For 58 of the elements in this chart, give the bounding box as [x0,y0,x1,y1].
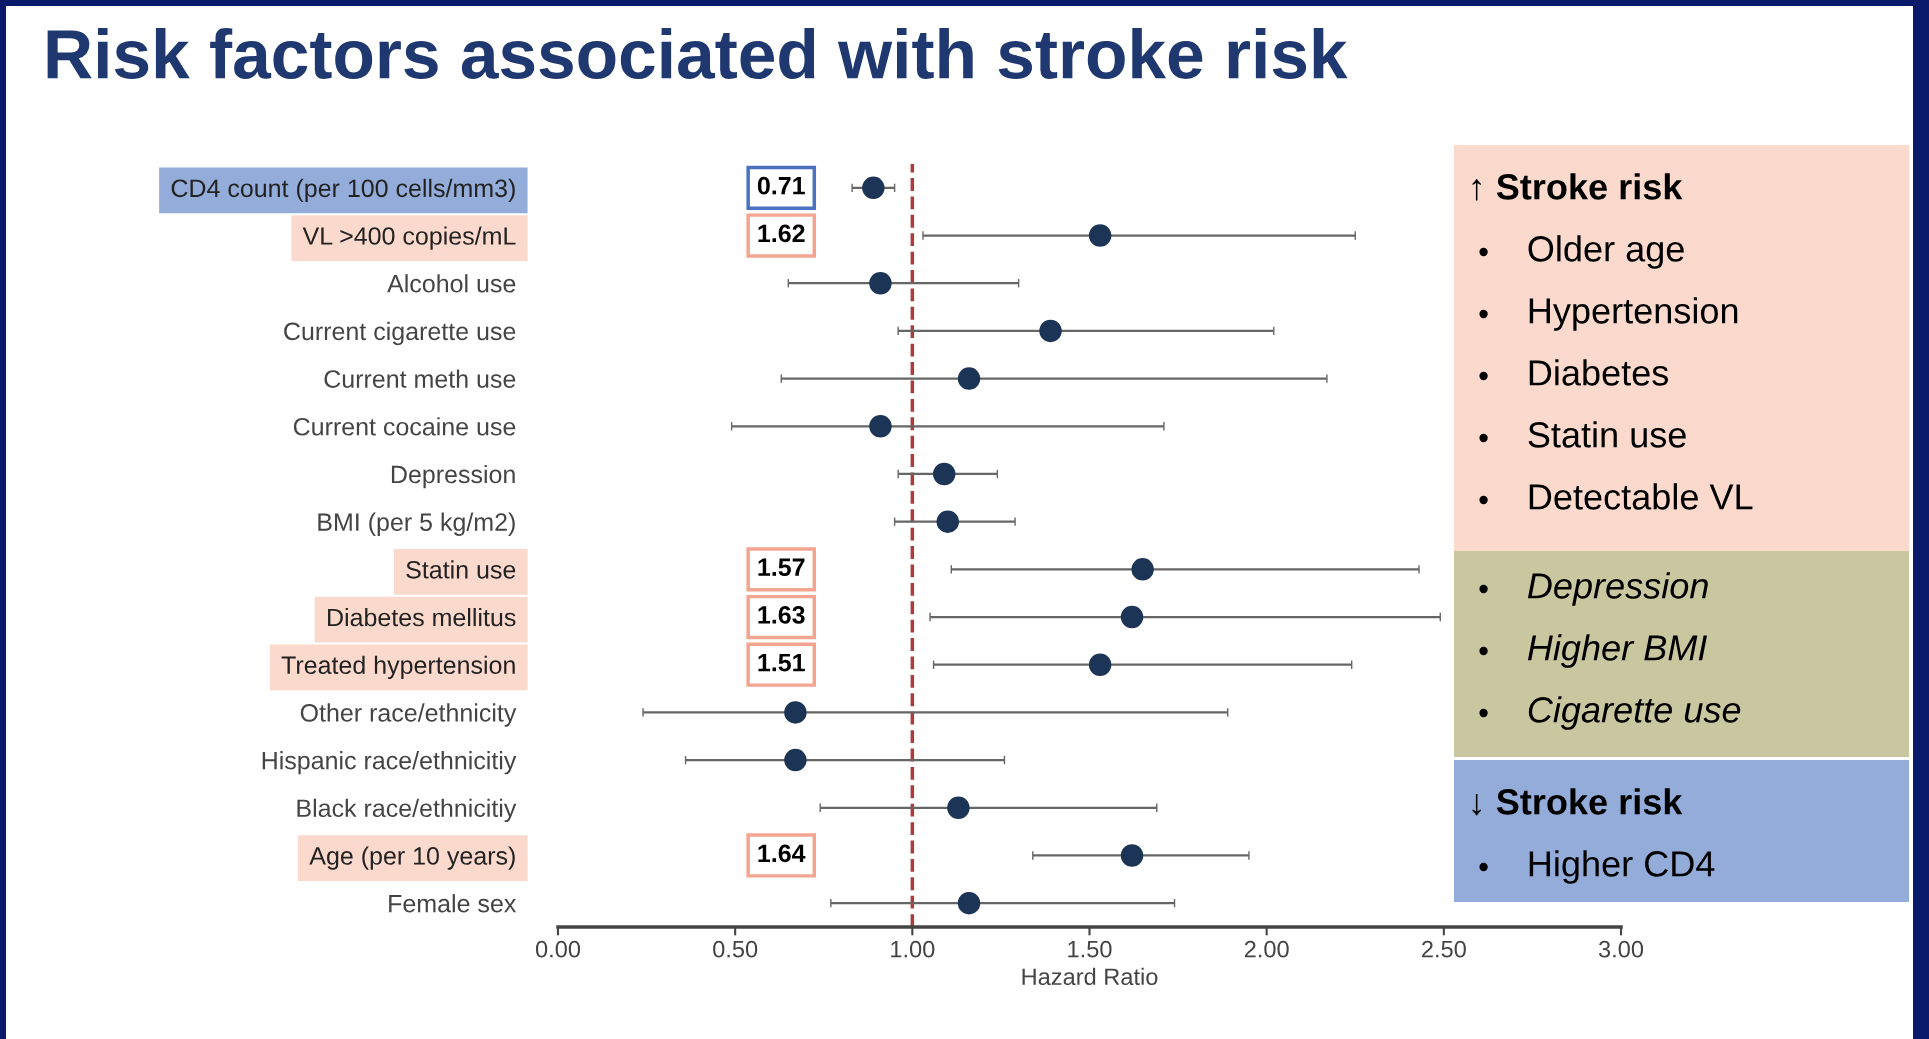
y-tick-label: Alcohol use [387,274,516,293]
y-tick-label: CD4 count (per 100 cells/mm3) [171,178,515,203]
annotation: Cigarette use [1528,696,1741,730]
y-tick-label: Treated hypertension [281,655,515,679]
x-tick-label: 0.00 [535,940,581,958]
point [957,367,981,390]
y-tick-label: Diabetes mellitus [328,607,516,627]
annotation: 1.51 [758,653,805,672]
x-tick-label: 1.50 [1068,940,1112,958]
x-tick-label: 3.00 [1598,940,1644,958]
annotation: Statin use [1528,421,1686,448]
annotation: Higher BMI [1527,634,1707,668]
point [1120,605,1144,629]
point [1120,844,1144,867]
annotation: Older age [1528,235,1684,269]
annotation: 1.63 [758,606,805,624]
y-tick-label: Statin use [406,560,516,579]
annotation: 1.57 [758,558,805,577]
point [862,176,885,200]
y-tick-label: VL >400 copies/mL [302,226,516,250]
annotation: 1.64 [758,844,806,863]
y-tick-label: Age (per 10 years) [309,846,515,870]
point [869,271,892,295]
y-tick-label: Other race/ethnicity [300,703,517,727]
point [947,796,970,820]
x-tick-label: 1.00 [891,940,935,958]
x-tick-label: 2.00 [1244,940,1289,958]
annotation: 1.62 [758,224,805,243]
point [1131,558,1154,581]
point [936,510,959,533]
y-tick-label: Current cocaine use [293,417,516,436]
y-tick-label: Hispanic race/ethnicitiy [262,751,517,775]
text: ↓ Stroke risk [1472,788,1683,816]
y-tick-label: Current meth use [324,369,516,388]
annotation: Detectable VL [1529,483,1753,510]
y-tick-label: Black race/ethnicitiy [297,798,517,823]
y-tick-label: Depression [391,464,515,489]
point [932,462,956,486]
chart-title: Risk factors associated with stroke risk [47,28,1348,80]
point [784,701,807,724]
y-tick-label: BMI (per 5 kg/m2) [318,512,515,536]
annotation: 0.71 [757,176,805,195]
point [869,415,892,438]
x-tick-label: 2.50 [1422,940,1466,958]
y-tick-label: Current cigarette use [284,321,516,346]
x-axis-title: Hazard Ratio [1022,967,1158,986]
point [1088,224,1112,247]
annotation: Hypertension [1529,297,1738,331]
point [1088,653,1112,676]
text: ↑ Stroke risk [1472,173,1683,201]
point [957,891,981,915]
annotation: Depression [1527,572,1708,606]
y-tick-label: Female sex [389,894,517,913]
x-tick-label: 0.50 [713,940,758,958]
point [784,748,807,772]
annotation: Higher CD4 [1529,850,1715,884]
annotation: Diabetes [1529,359,1669,386]
point [1039,319,1062,343]
